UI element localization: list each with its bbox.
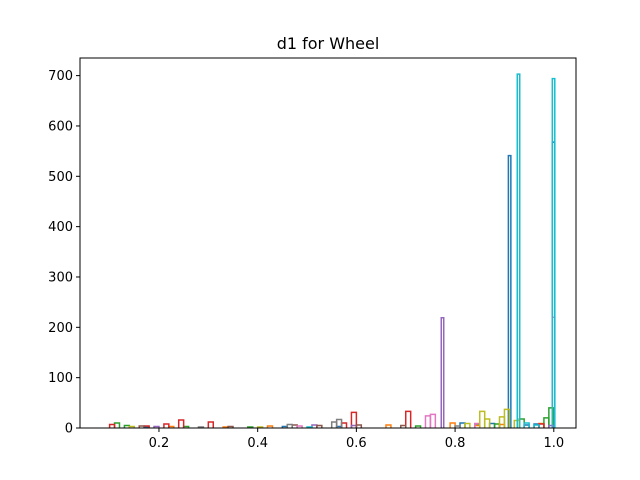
histogram-bin [454,425,461,428]
histogram-bin [306,426,313,428]
histogram-bin [355,424,363,428]
histogram-bin [483,418,491,428]
histogram-bin [227,425,234,428]
histogram-bin [350,411,358,428]
histogram-bin [548,424,555,428]
series-9 [306,73,556,428]
histogram-bin [163,423,170,428]
series-5 [138,424,407,428]
histogram-bin [256,426,264,428]
histogram-bin [385,424,392,428]
histogram-bin [507,154,512,428]
histogram-bin [404,410,412,428]
histogram-bin [153,425,160,428]
histogram-bin [414,425,422,428]
histogram-bin [108,423,116,428]
x-axis: 0.2 0.4 0.6 0.8 1.0 [149,428,564,451]
histogram-bin [400,424,407,428]
histogram-bin [138,425,145,428]
x-tick-label: 0.2 [149,436,170,451]
histogram-bin [247,426,254,428]
plot-area [108,73,556,428]
histogram-bin [128,425,136,428]
axes-frame [79,57,577,429]
x-tick-label: 0.6 [346,436,367,451]
x-tick-label: 0.8 [445,436,466,451]
histogram-bin [266,425,274,428]
y-tick-label: 200 [48,321,73,336]
histogram-bin [286,423,293,428]
histogram-bin [503,408,511,428]
histogram-bin [197,426,205,428]
y-axis: 0 100 200 300 400 500 600 700 [48,69,80,437]
y-tick-label: 500 [48,170,73,185]
y-tick-label: 700 [48,69,73,84]
histogram-bin [516,73,521,428]
histogram-bin [429,413,437,428]
x-tick-label: 0.4 [247,436,268,451]
histogram-bin [548,407,555,428]
histogram-bin [335,418,343,428]
histogram-bin [177,419,185,428]
y-tick-label: 300 [48,270,73,285]
histogram-bin [316,424,323,428]
x-tick-label: 1.0 [543,436,564,451]
histogram-bin [464,422,471,428]
histogram-bin [440,317,445,428]
y-tick-label: 600 [48,119,73,134]
y-tick-label: 0 [65,422,73,437]
histogram-bin [207,421,215,428]
chart-title: d1 for Wheel [277,34,380,53]
histogram-bin [551,77,556,428]
series-7 [197,418,461,428]
histogram-bin [296,425,303,428]
histogram-bin [533,424,540,428]
histogram-bin [523,422,530,428]
y-tick-label: 100 [48,371,73,386]
y-tick-label: 400 [48,220,73,235]
